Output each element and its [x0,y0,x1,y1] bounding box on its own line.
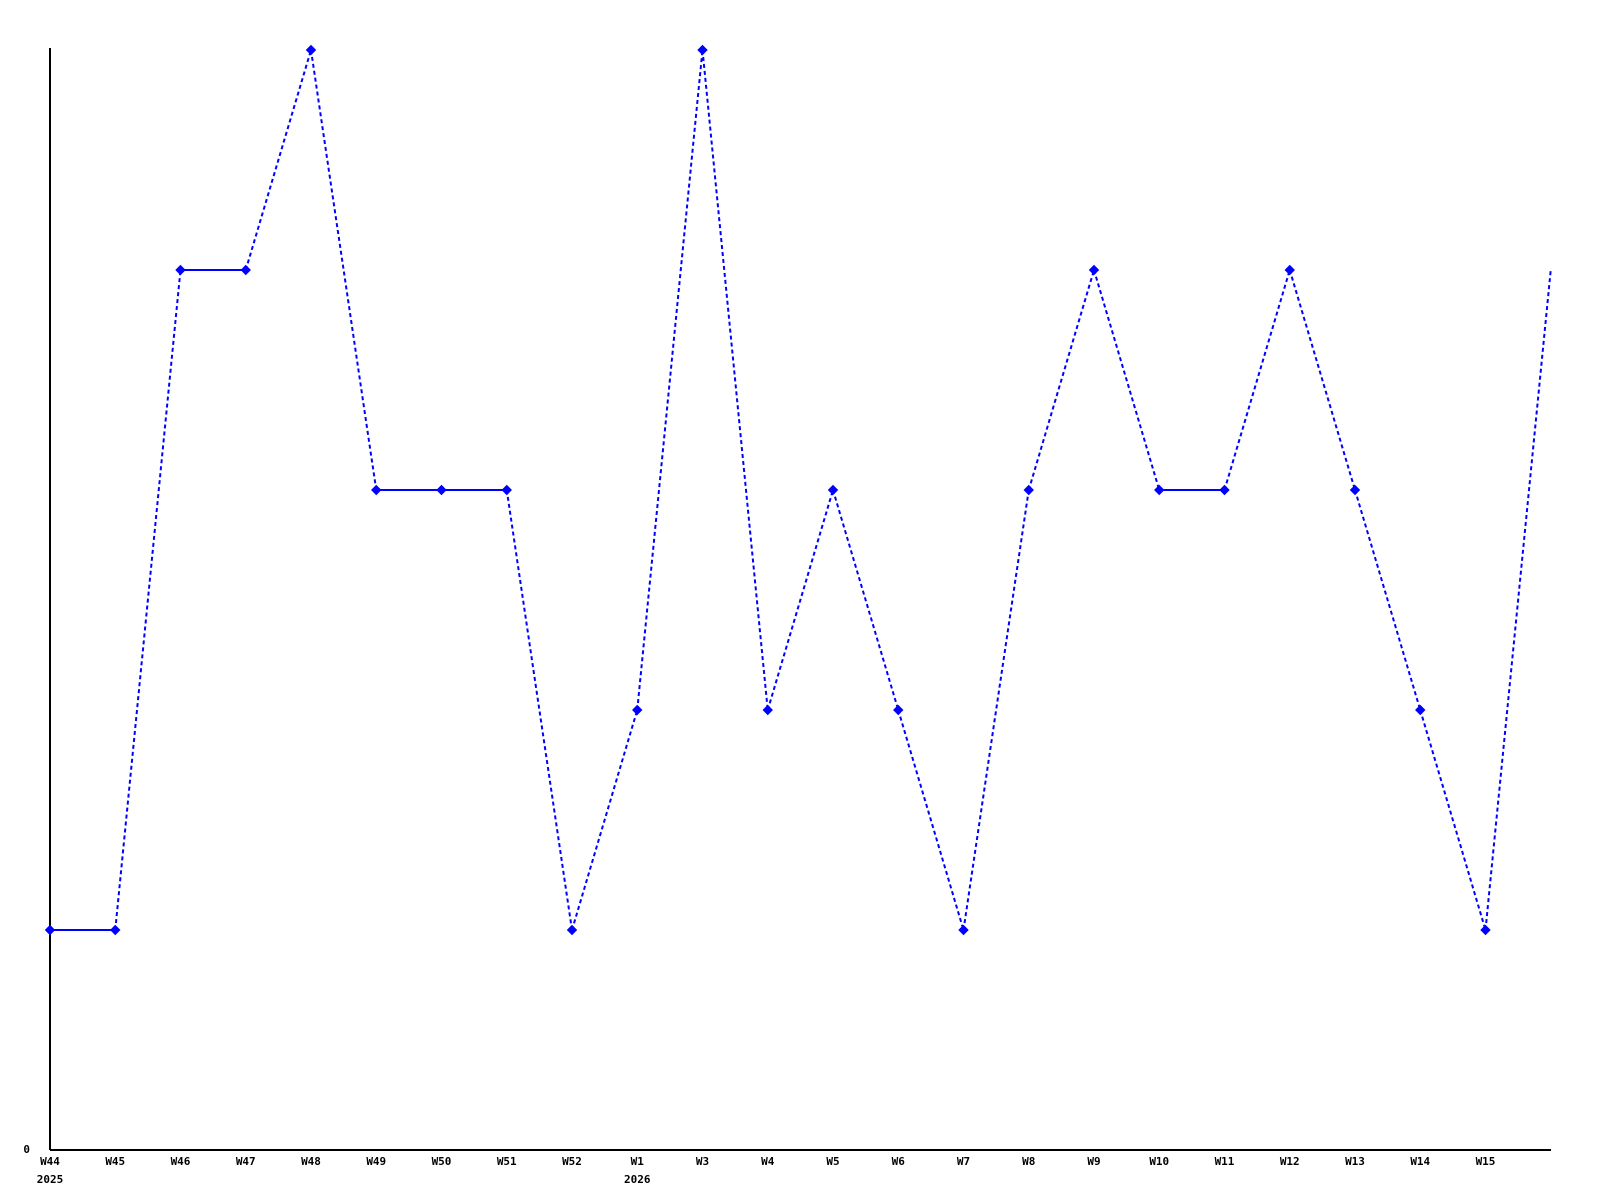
data-point-marker [697,44,708,56]
data-point-marker [1154,484,1165,496]
x-tick-label: W10 [1149,1155,1169,1168]
data-point-marker [305,44,317,56]
x-tick-label: W46 [171,1155,191,1168]
x-tick-label: W9 [1087,1155,1100,1168]
data-point-marker [632,704,643,716]
data-point-marker [175,264,186,276]
x-tick-label: W45 [105,1155,125,1168]
data-point-marker [240,264,251,276]
x-tick-label: W8 [1022,1155,1035,1168]
x-tick-label: W50 [432,1155,452,1168]
x-tick-label: W52 [562,1155,582,1168]
data-point-marker [1284,264,1295,276]
data-point-marker [1219,484,1230,496]
series-segment [1027,269,1095,491]
x-tick-label: W51 [497,1155,517,1168]
x-tick-label: W3 [696,1155,709,1168]
data-point-marker [893,704,904,716]
series-segment [766,489,834,711]
y-axis-zero-label: 0 [23,1143,30,1156]
series-segment [1288,269,1356,491]
data-point-markers [44,44,1491,936]
data-point-marker [958,924,969,936]
series-segment [1484,269,1552,931]
x-tick-labels: W44 W45 W46 W47 W48 W49 W50 W51 W52 W1 W3 W4 W5 W6 W7 W… [37,1155,1496,1186]
series-segment [505,489,573,931]
data-point-marker [1480,924,1491,936]
series-segment [571,709,639,931]
series-segment [962,489,1030,931]
x-tick-label: W1 [631,1155,645,1168]
series-line [50,49,1552,931]
data-point-marker [1415,704,1426,716]
x-tick-label: W12 [1280,1155,1300,1168]
data-point-marker [566,924,578,936]
series-segment [897,709,965,931]
x-tick-label: W47 [236,1155,256,1168]
data-point-marker [827,484,839,496]
series-segment [1354,489,1422,711]
x-tick-label: W13 [1345,1155,1365,1168]
series-segment [1093,269,1161,491]
series-segment [114,269,182,931]
x-tick-label: W7 [957,1155,970,1168]
series-segment [244,49,312,271]
x-tick-label: W48 [301,1155,321,1168]
series-segment [1223,269,1291,491]
series-segment [310,49,378,491]
series-segment [701,49,769,711]
data-point-marker [371,484,382,496]
data-point-marker [44,924,56,936]
x-tick-label: W49 [366,1155,386,1168]
data-point-marker [762,704,773,716]
data-point-marker [1023,484,1034,496]
x-tick-label: W14 [1410,1155,1430,1168]
data-point-marker [1088,264,1100,276]
x-axis-year-label: 2025 [37,1173,64,1186]
data-point-marker [501,484,512,496]
x-tick-label: W6 [892,1155,906,1168]
series-segment [1419,709,1487,931]
x-axis-year-label: 2026 [624,1173,651,1186]
data-point-marker [436,484,447,496]
series-segment [832,489,900,711]
data-point-marker [110,924,121,936]
x-tick-label: W5 [826,1155,839,1168]
series-segment [636,49,704,711]
x-tick-label: W4 [761,1155,775,1168]
x-tick-label: W11 [1215,1155,1235,1168]
data-point-marker [1349,484,1361,496]
x-tick-label: W15 [1476,1155,1496,1168]
x-tick-label: W44 [40,1155,60,1168]
